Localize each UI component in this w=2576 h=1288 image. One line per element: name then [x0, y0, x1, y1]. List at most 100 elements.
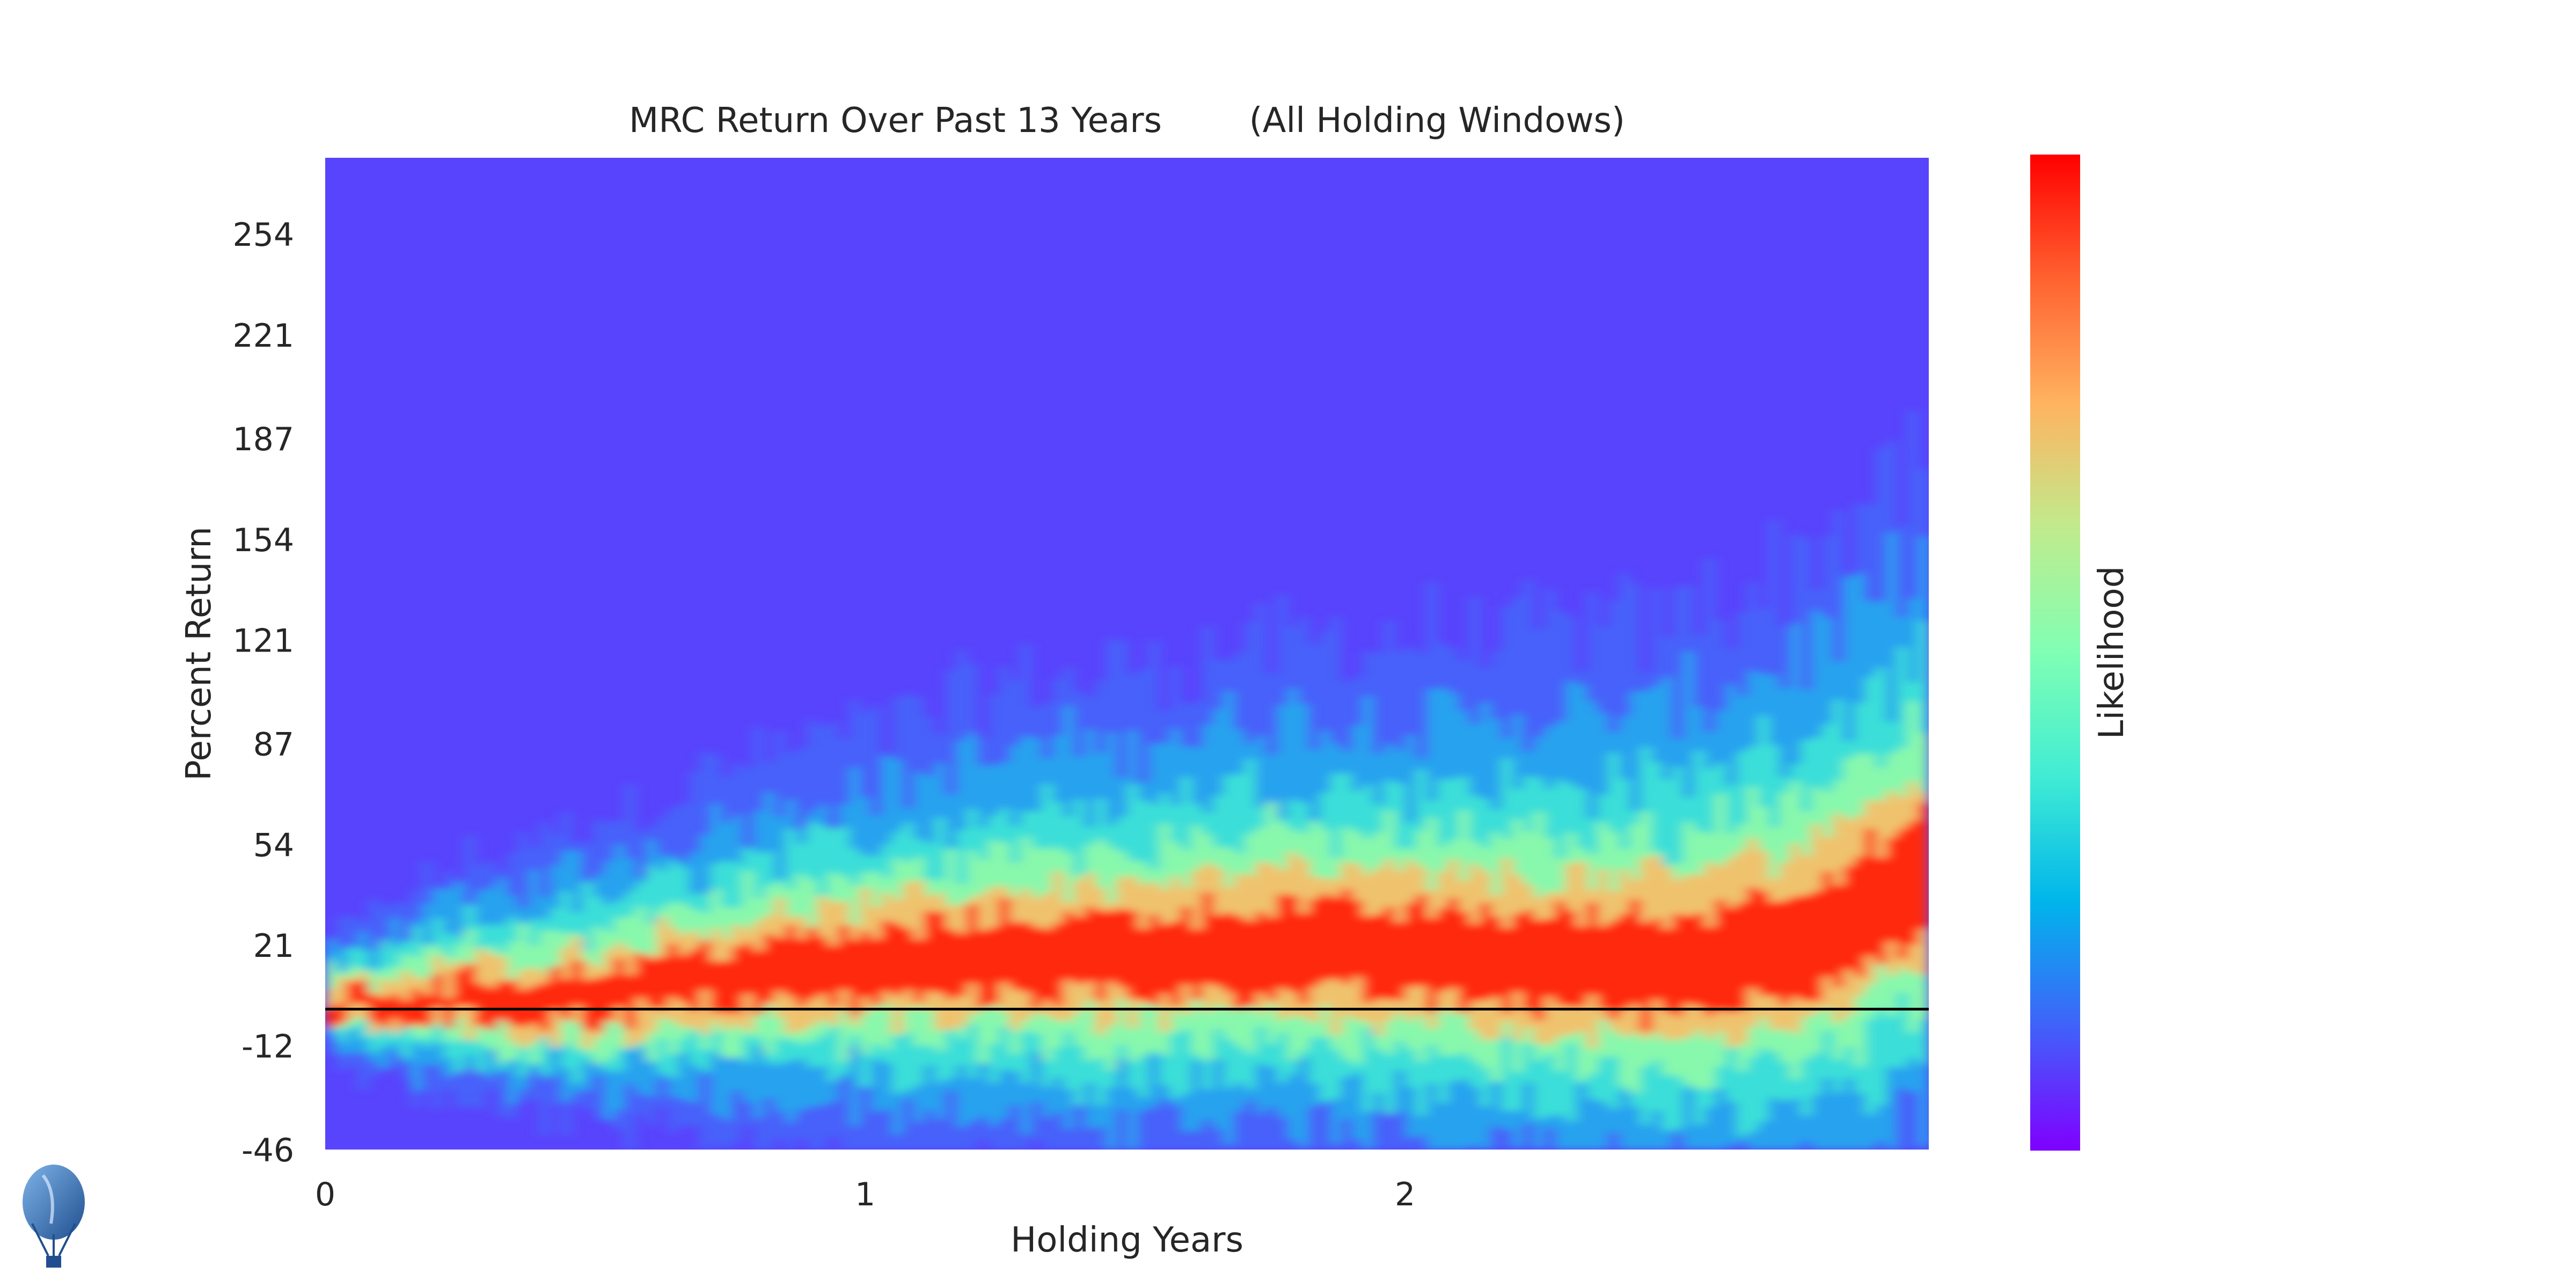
heatmap-cell — [464, 963, 475, 1006]
heatmap-cell — [592, 977, 604, 1031]
heatmap-cell — [1404, 903, 1416, 987]
heatmap-cell — [870, 939, 882, 1006]
heatmap-cell — [496, 980, 508, 1020]
heatmap-cell — [924, 911, 935, 991]
heatmap-cell — [325, 1007, 336, 1028]
heatmap-cell — [624, 975, 636, 1030]
colorbar-gradient — [2030, 155, 2080, 1151]
heatmap-cell — [678, 955, 690, 1002]
heatmap-cell — [1480, 903, 1491, 1001]
heatmap-cell — [400, 1000, 412, 1028]
heatmap-cell — [1234, 916, 1246, 1010]
heatmap-cell — [1319, 893, 1331, 981]
heatmap-cell — [432, 974, 444, 1007]
heatmap-cell — [1265, 917, 1277, 1000]
heatmap-cell — [956, 933, 968, 996]
heatmap-cell — [795, 939, 807, 1007]
heatmap-cell — [1298, 913, 1309, 1004]
heatmap-cell — [389, 993, 401, 1019]
heatmap-cell — [1704, 927, 1716, 1016]
heatmap-cell — [977, 930, 989, 1009]
heatmap-cell — [1245, 921, 1256, 1006]
heatmap-cell — [1180, 906, 1192, 985]
hot-air-balloon-logo — [23, 1165, 85, 1268]
y-axis: -46 -12 21 54 87 121 154 187 221 254 — [232, 216, 294, 1169]
heatmap-cell — [1672, 913, 1684, 1016]
x-tick-label: 0 — [315, 1176, 335, 1213]
heatmap-cell — [613, 958, 625, 1006]
colorbar: Likelihood — [2030, 155, 2132, 1151]
heatmap-cell — [474, 983, 486, 1026]
heatmap-cell — [774, 938, 786, 991]
heatmap-cell — [571, 960, 583, 1006]
heatmap-cell — [752, 950, 764, 1015]
heatmap-cell — [1768, 902, 1780, 997]
heatmap-cell — [1276, 894, 1288, 989]
heatmap-cell — [507, 980, 518, 1026]
heatmap-cell — [1533, 920, 1545, 1021]
heatmap-cell — [550, 966, 561, 1010]
heatmap-cell — [1886, 837, 1898, 942]
heatmap-cell — [1073, 917, 1085, 985]
y-tick-label: 154 — [232, 522, 294, 559]
colorbar-label: Likelihood — [2092, 566, 2132, 740]
heatmap-cell — [1597, 926, 1609, 1009]
heatmap-cell — [1020, 921, 1031, 992]
x-tick-label: 1 — [855, 1176, 875, 1213]
heatmap-cell — [582, 979, 593, 1030]
heatmap-cell — [849, 940, 860, 1016]
heatmap-cell — [1362, 916, 1374, 1004]
heatmap-cell — [998, 898, 1010, 983]
y-axis-label: Percent Return — [179, 526, 219, 781]
y-tick-label: 87 — [253, 726, 294, 764]
heatmap-cell — [1095, 911, 1107, 1001]
x-axis: 0 1 2 — [315, 1176, 1415, 1213]
balloon-rigging — [31, 1223, 76, 1256]
heatmap-cell — [1758, 891, 1769, 996]
heatmap-cell — [1469, 924, 1481, 1001]
heatmap-cell — [443, 998, 455, 1029]
heatmap-cell — [1821, 871, 1833, 977]
heatmap-cell — [603, 975, 614, 1021]
heatmap-cell — [1565, 910, 1577, 1008]
heatmap-cell — [967, 904, 978, 984]
chart-title: MRC Return Over Past 13 Years (All Holdi… — [629, 101, 1625, 141]
heatmap-cell — [1041, 929, 1053, 1000]
heatmap-cell — [699, 940, 711, 990]
heatmap-cell — [1458, 911, 1470, 1013]
heatmap-cell — [1554, 901, 1566, 1005]
heatmap-cell — [560, 979, 572, 1020]
heatmap-cell — [421, 995, 433, 1028]
heatmap-cell — [1287, 895, 1299, 993]
heatmap-cell — [1586, 902, 1598, 995]
heatmap-cell — [1030, 927, 1042, 1009]
heatmap-cell — [1052, 923, 1064, 1007]
heatmap-cell — [1308, 899, 1320, 987]
balloon-basket — [46, 1256, 61, 1268]
heatmap-cell — [1747, 887, 1759, 988]
heatmap-cell — [988, 927, 999, 1004]
heatmap-cell — [1330, 897, 1342, 979]
heatmap-cell — [1779, 900, 1791, 1006]
heatmap-cell — [1619, 913, 1630, 1010]
heatmap-cell — [891, 924, 903, 996]
y-tick-label: 221 — [232, 317, 294, 355]
heatmap-cell — [1715, 899, 1726, 1011]
heatmap-cell — [1875, 858, 1887, 964]
y-tick-label: -12 — [241, 1028, 294, 1066]
heatmap-cell — [656, 957, 668, 1009]
heatmap-cell — [1907, 821, 1919, 945]
heatmap-cell — [838, 925, 850, 990]
heatmap-cell — [945, 929, 957, 1000]
heatmap-cell — [1255, 911, 1267, 993]
heatmap-cell — [1351, 900, 1363, 977]
heatmap-cell — [1918, 802, 1929, 930]
heatmap-cell — [378, 998, 390, 1028]
heatmap-cell — [1341, 888, 1352, 985]
x-tick-label: 2 — [1395, 1176, 1415, 1213]
heatmap-cell — [357, 980, 369, 1004]
heatmap-cell — [828, 946, 839, 1007]
y-tick-label: 21 — [253, 927, 294, 965]
heatmap-cell — [1212, 915, 1224, 986]
plot-area — [325, 158, 1929, 1150]
